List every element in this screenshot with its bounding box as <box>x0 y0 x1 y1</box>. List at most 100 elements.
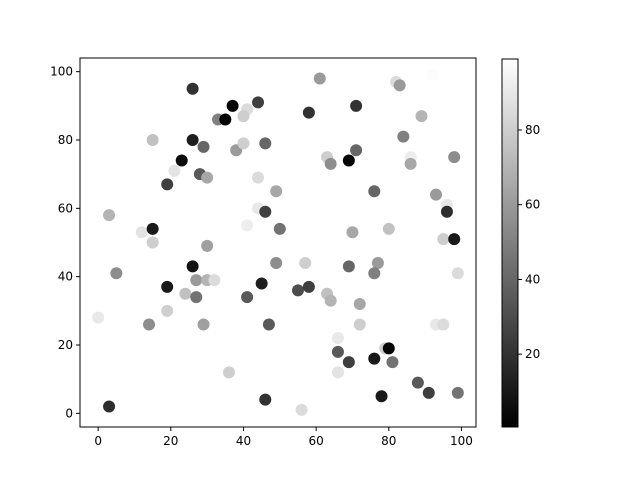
data-point <box>110 267 123 280</box>
colorbar-ticks: 20 40 60 80 <box>518 123 540 361</box>
data-point <box>375 390 388 403</box>
data-point <box>186 260 199 273</box>
data-point <box>302 280 315 293</box>
y-tick-label: 0 <box>65 406 73 420</box>
data-point <box>201 239 214 252</box>
data-point <box>201 171 214 184</box>
data-point <box>415 110 428 123</box>
data-point <box>331 366 344 379</box>
data-point <box>426 69 439 82</box>
data-point <box>371 257 384 269</box>
data-point <box>451 267 464 280</box>
data-point <box>161 280 174 293</box>
data-point <box>103 209 116 222</box>
data-point <box>430 188 443 201</box>
x-tick-label: 0 <box>94 434 102 448</box>
data-point <box>350 99 363 112</box>
x-tick-label: 80 <box>381 434 396 448</box>
data-point <box>103 400 116 413</box>
data-point <box>342 154 355 167</box>
data-point <box>437 318 450 331</box>
y-axis: 0 20 40 60 80 100 <box>50 65 80 420</box>
y-tick-label: 100 <box>50 65 73 79</box>
data-point <box>324 294 337 307</box>
data-point <box>273 222 286 235</box>
data-point <box>299 257 312 269</box>
data-point <box>397 130 410 143</box>
data-point <box>368 267 381 280</box>
data-point <box>393 79 406 92</box>
data-point <box>291 284 304 297</box>
y-tick-label: 80 <box>58 133 73 147</box>
data-point <box>353 298 366 310</box>
y-tick-label: 40 <box>58 270 73 284</box>
y-tick-label: 60 <box>58 201 73 215</box>
data-point <box>226 99 239 112</box>
data-point <box>222 366 235 379</box>
data-point <box>237 137 250 150</box>
data-point <box>190 291 203 304</box>
data-point <box>382 342 395 355</box>
colorbar <box>501 58 519 428</box>
data-point <box>179 287 192 300</box>
data-point <box>146 134 159 146</box>
data-point <box>146 222 159 235</box>
data-point <box>411 376 424 389</box>
data-point <box>197 140 210 153</box>
data-point <box>342 356 355 369</box>
data-point <box>146 236 159 249</box>
x-tick-label: 20 <box>163 434 178 448</box>
data-point <box>346 226 359 239</box>
data-point <box>386 356 399 369</box>
data-point <box>161 304 174 317</box>
data-point <box>324 157 337 170</box>
data-point <box>143 318 156 331</box>
data-point <box>451 386 464 399</box>
data-point <box>262 318 275 331</box>
data-point <box>331 332 344 345</box>
data-point <box>368 352 381 365</box>
data-point <box>422 386 435 399</box>
data-point <box>295 403 308 416</box>
data-point <box>197 318 210 331</box>
data-point <box>404 157 417 170</box>
data-point <box>331 345 344 358</box>
colorbar-tick-label: 80 <box>525 123 540 137</box>
data-point <box>175 154 188 167</box>
data-point <box>270 185 283 198</box>
data-point <box>241 219 254 232</box>
data-point <box>255 277 268 290</box>
data-point <box>259 393 272 406</box>
data-point <box>259 137 272 150</box>
data-points <box>92 69 464 416</box>
plot-frame <box>79 57 477 428</box>
x-tick-label: 40 <box>236 434 251 448</box>
data-point <box>208 274 221 287</box>
data-point <box>168 164 181 177</box>
data-point <box>161 178 174 191</box>
data-point <box>252 96 265 109</box>
data-point <box>135 226 148 239</box>
data-point <box>186 82 199 95</box>
data-point <box>313 72 326 85</box>
data-point <box>186 134 199 146</box>
data-point <box>437 233 450 246</box>
data-point <box>259 205 272 218</box>
colorbar-tick-label: 40 <box>525 272 540 286</box>
data-point <box>342 260 355 273</box>
data-point <box>92 311 105 324</box>
data-point <box>252 171 265 184</box>
x-tick-label: 100 <box>450 434 473 448</box>
data-point <box>368 185 381 198</box>
data-point <box>448 151 461 164</box>
data-point <box>270 257 283 269</box>
x-tick-label: 60 <box>309 434 324 448</box>
data-point <box>302 106 315 119</box>
data-point <box>448 233 461 246</box>
data-point <box>190 274 203 287</box>
data-point <box>241 291 254 304</box>
data-point <box>237 110 250 123</box>
data-point <box>219 113 232 126</box>
colorbar-tick-label: 20 <box>525 347 540 361</box>
